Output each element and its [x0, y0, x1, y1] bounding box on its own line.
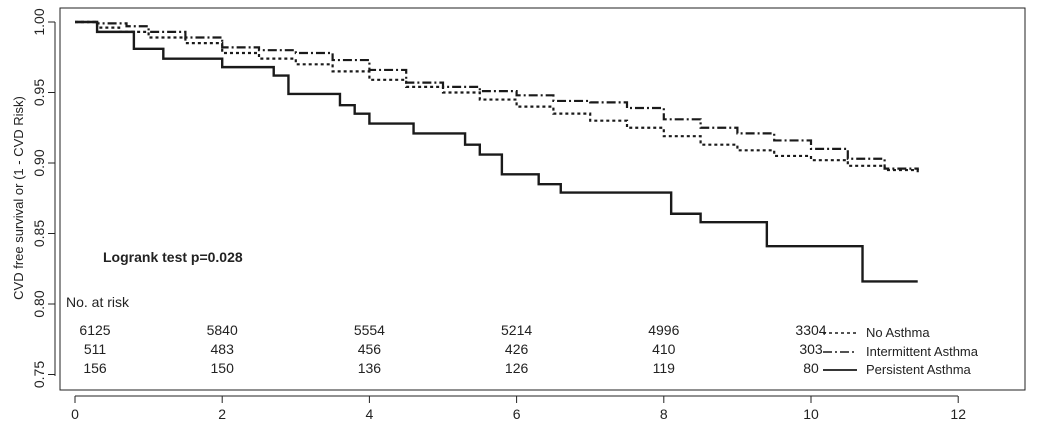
risk-count: 6125	[79, 322, 110, 338]
plot-frame	[59, 7, 1026, 391]
x-tick-label: 0	[71, 406, 79, 422]
y-tick-label: 0.90	[31, 149, 47, 176]
x-tick-label: 8	[660, 406, 668, 422]
risk-count: 80	[803, 360, 819, 376]
risk-count: 126	[505, 360, 529, 376]
risk-count: 303	[799, 341, 823, 357]
y-tick-label: 0.80	[31, 290, 47, 317]
risk-count: 119	[653, 360, 676, 376]
legend-label: No Asthma	[866, 325, 930, 340]
y-axis-label: CVD free survival or (1 - CVD Risk)	[11, 96, 26, 300]
risk-count: 483	[211, 341, 235, 357]
risk-count: 150	[211, 360, 235, 376]
series-line-persistent-asthma	[75, 20, 918, 283]
risk-count: 5840	[207, 322, 238, 338]
y-tick-label: 1.00	[31, 8, 47, 35]
legend-label: Intermittent Asthma	[866, 344, 979, 359]
risk-table: 6125 5840 5554 5214 4996 3304 511 483 456 426 410 3…	[79, 322, 826, 376]
x-tick-label: 12	[950, 406, 966, 422]
series-line-no-asthma	[75, 20, 919, 173]
series-line-intermittent-asthma	[75, 20, 919, 171]
x-tick-label: 4	[366, 406, 374, 422]
risk-count: 4996	[648, 322, 679, 338]
x-tick-label: 6	[513, 406, 521, 422]
x-axis-ticks: 0 2 4 6 8 10 12	[71, 396, 966, 422]
y-tick-label: 0.85	[31, 220, 47, 247]
logrank-annotation: Logrank test p=0.028	[103, 249, 243, 265]
y-tick-label: 0.95	[31, 79, 47, 106]
y-axis-ticks: 0.75 0.80 0.85 0.90 0.95 1.00	[31, 8, 55, 388]
y-tick-label: 0.75	[31, 361, 47, 388]
risk-count: 511	[84, 341, 107, 357]
x-tick-label: 10	[803, 406, 819, 422]
legend-label: Persistent Asthma	[866, 362, 972, 377]
risk-count: 456	[358, 341, 382, 357]
risk-count: 410	[652, 341, 676, 357]
risk-table-header: No. at risk	[66, 294, 130, 310]
risk-count: 5214	[501, 322, 532, 338]
series-lines	[75, 20, 919, 283]
risk-count: 426	[505, 341, 529, 357]
risk-count: 136	[358, 360, 382, 376]
risk-count: 3304	[795, 322, 826, 338]
x-tick-label: 2	[218, 406, 226, 422]
risk-count: 156	[83, 360, 107, 376]
legend: No Asthma Intermittent Asthma Persistent A…	[823, 325, 979, 377]
risk-count: 5554	[354, 322, 385, 338]
